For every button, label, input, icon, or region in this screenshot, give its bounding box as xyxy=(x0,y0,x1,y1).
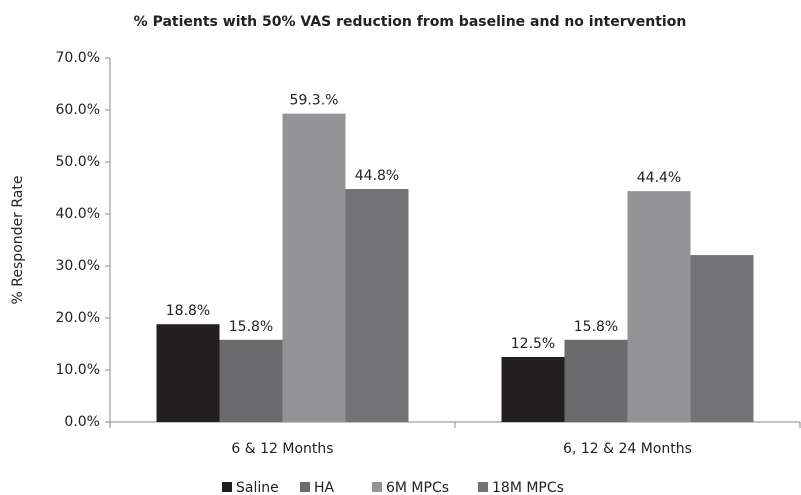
legend-swatch xyxy=(478,482,488,492)
y-tick-label: 50.0% xyxy=(56,154,100,170)
legend-label: Saline xyxy=(236,480,279,495)
y-tick-label: 10.0% xyxy=(56,362,100,378)
value-label: 59.3.% xyxy=(290,93,339,109)
bar xyxy=(345,189,409,422)
value-label: 44.8% xyxy=(355,168,399,184)
value-label: 15.8% xyxy=(229,319,273,335)
legend-label: 18M MPCs xyxy=(492,480,564,495)
bar xyxy=(282,113,346,422)
bar xyxy=(627,191,691,422)
x-tick-label: 6 & 12 Months xyxy=(231,441,333,457)
legend-label: HA xyxy=(314,480,335,495)
value-label: 12.5% xyxy=(511,336,555,352)
value-label: 15.8% xyxy=(574,319,618,335)
legend-swatch xyxy=(300,482,310,492)
value-label: 44.4% xyxy=(637,170,681,186)
y-tick-label: 70.0% xyxy=(56,50,100,66)
bar xyxy=(156,324,220,422)
value-label: 18.8% xyxy=(166,303,210,319)
y-axis-label: % Responder Rate xyxy=(10,176,26,305)
legend-label: 6M MPCs xyxy=(386,480,449,495)
y-tick-label: 40.0% xyxy=(56,206,100,222)
bar xyxy=(501,357,565,422)
y-tick-label: 0.0% xyxy=(64,414,100,430)
x-tick-label: 6, 12 & 24 Months xyxy=(563,441,692,457)
bar xyxy=(690,255,754,422)
y-tick-label: 30.0% xyxy=(56,258,100,274)
legend-swatch xyxy=(372,482,382,492)
y-tick-label: 60.0% xyxy=(56,102,100,118)
bar xyxy=(564,339,628,422)
chart-title: % Patients with 50% VAS reduction from b… xyxy=(134,14,687,30)
y-tick-label: 20.0% xyxy=(56,310,100,326)
legend-swatch xyxy=(222,482,232,492)
bar xyxy=(219,339,283,422)
